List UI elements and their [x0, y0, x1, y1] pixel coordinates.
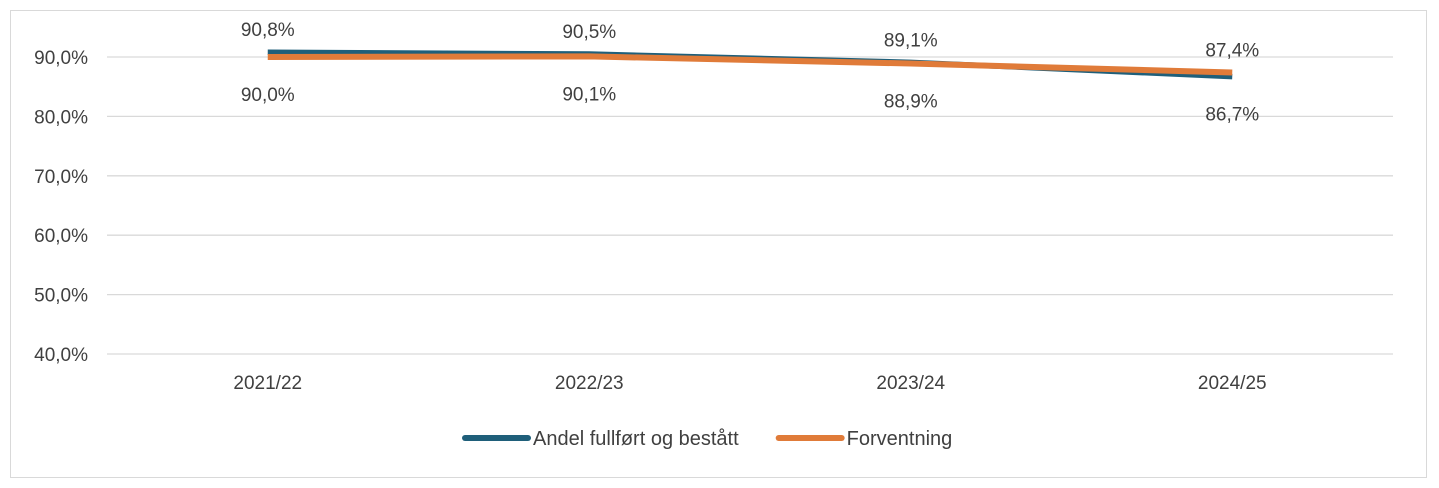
data-label-s1-0: 90,0% [241, 85, 295, 106]
series-lines [267, 49, 1233, 80]
y-tick-label: 50,0% [34, 286, 88, 307]
data-label-s0-3: 86,7% [1205, 105, 1259, 126]
x-tick-label: 2021/22 [233, 373, 302, 394]
series-line-1 [267, 53, 1233, 76]
x-axis-tick-labels: 2021/22 2022/23 2023/24 2024/25 [233, 373, 1266, 394]
data-label-s0-0: 90,8% [241, 20, 295, 41]
y-tick-label: 80,0% [34, 107, 88, 128]
x-tick-label: 2022/23 [555, 373, 624, 394]
data-label-s1-3: 87,4% [1205, 40, 1259, 61]
data-label-s0-1: 90,5% [562, 22, 616, 43]
data-label-s1-1: 90,1% [562, 84, 616, 105]
data-label-s1-2: 88,9% [884, 92, 938, 113]
legend-label-1: Forventning [847, 428, 953, 450]
y-tick-label: 60,0% [34, 226, 88, 247]
legend-item-1: Forventning [775, 428, 953, 450]
grid-lines [107, 56, 1393, 355]
y-tick-label: 40,0% [34, 345, 88, 366]
legend-label-0: Andel fullført og bestått [533, 428, 739, 450]
y-axis-tick-labels: 40,0% 50,0% 60,0% 70,0% 80,0% 90,0% [34, 48, 88, 366]
x-tick-label: 2024/25 [1198, 373, 1267, 394]
legend: Andel fullført og bestått Forventning [462, 428, 953, 450]
data-label-s0-2: 89,1% [884, 30, 938, 51]
chart-frame [10, 10, 1427, 478]
legend-item-0: Andel fullført og bestått [462, 428, 739, 450]
y-tick-label: 70,0% [34, 167, 88, 188]
y-tick-label: 90,0% [34, 48, 88, 69]
data-labels: 90,8% 90,5% 89,1% 86,7% 90,0% 90,1% 88,9% 87,4% [241, 20, 1259, 125]
x-tick-label: 2023/24 [876, 373, 945, 394]
